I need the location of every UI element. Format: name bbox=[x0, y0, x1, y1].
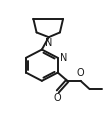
Text: O: O bbox=[54, 93, 62, 103]
Text: N: N bbox=[60, 53, 67, 63]
Text: O: O bbox=[77, 68, 84, 78]
Text: N: N bbox=[45, 38, 52, 48]
